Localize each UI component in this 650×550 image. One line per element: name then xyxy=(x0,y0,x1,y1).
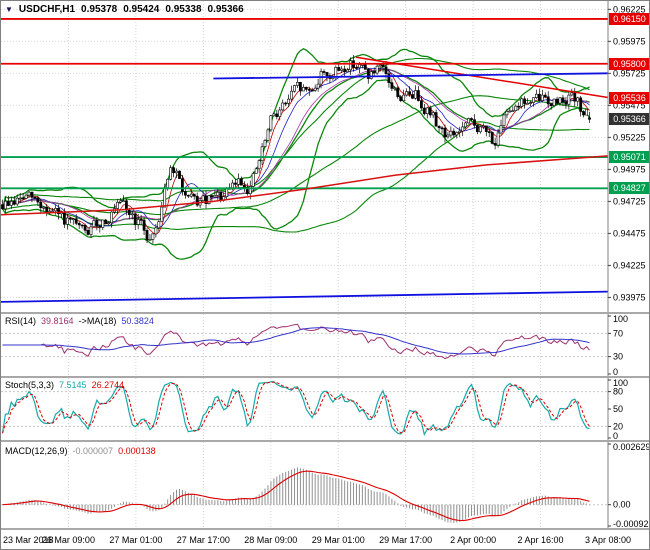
time-axis-label: 3 Apr 08:00 xyxy=(584,535,632,545)
indicator-label-part: 26.2744 xyxy=(91,380,125,390)
svg-text:0.95975: 0.95975 xyxy=(613,36,646,46)
price-badge: 0.95800 xyxy=(609,57,649,70)
time-axis-label: 2 Apr 00:00 xyxy=(450,535,497,545)
svg-text:0.94475: 0.94475 xyxy=(613,228,646,238)
svg-text:0: 0 xyxy=(613,367,618,376)
panel-separator[interactable] xyxy=(1,312,649,314)
svg-text:0.95225: 0.95225 xyxy=(613,132,646,142)
rsi-indicator-label: RSI(14) 39.8164 ->MA(18) 50.3824 xyxy=(5,316,159,326)
svg-text:0.95475: 0.95475 xyxy=(613,100,646,110)
indicator-label-part: ->MA(18) xyxy=(78,316,117,326)
time-axis-label: 27 Mar 01:00 xyxy=(109,535,163,545)
svg-text:0: 0 xyxy=(613,431,618,440)
svg-text:0.00: 0.00 xyxy=(613,500,631,510)
indicator-label-part: 7.5145 xyxy=(59,380,87,390)
macd-panel-canvas[interactable]: 0.002629 0.00 -0.000923 xyxy=(1,442,650,528)
time-axis-label: 28 Mar 09:00 xyxy=(244,535,298,545)
price-badge: 0.96150 xyxy=(609,12,649,25)
time-axis-label: 26 Mar 09:00 xyxy=(41,535,95,545)
ohlc-open: 0.95378 xyxy=(81,4,118,15)
rsi-panel-canvas[interactable]: 100 70 30 0 xyxy=(1,314,650,376)
svg-text:50: 50 xyxy=(613,404,623,414)
price-badge: 0.95536 xyxy=(609,91,649,104)
time-axis-label: 29 Mar 01:00 xyxy=(311,535,365,545)
ohlc-low: 0.95338 xyxy=(165,4,202,15)
stochastic-indicator-label: Stoch(5,3,3) 7.5145 26.2744 xyxy=(5,380,129,390)
indicator-label-part: Stoch(5,3,3) xyxy=(5,380,55,390)
time-axis-label: 29 Mar 17:00 xyxy=(379,535,433,545)
svg-text:0.96225: 0.96225 xyxy=(613,4,646,14)
svg-text:0.93975: 0.93975 xyxy=(613,292,646,302)
svg-text:30: 30 xyxy=(613,352,623,362)
svg-text:100: 100 xyxy=(613,378,628,388)
price-badge: 0.95366 xyxy=(609,113,649,126)
svg-text:80: 80 xyxy=(613,387,623,397)
indicator-label-part: -0.000007 xyxy=(72,446,114,456)
time-axis[interactable]: 23 Mar 2018 26 Mar 09:00 27 Mar 01:00 27 Ma… xyxy=(1,530,649,549)
svg-text:0.95725: 0.95725 xyxy=(613,68,646,78)
svg-text:0.002629: 0.002629 xyxy=(613,442,650,452)
price-badge: 0.95071 xyxy=(609,151,649,164)
svg-text:0.94725: 0.94725 xyxy=(613,196,646,206)
svg-text:0.94225: 0.94225 xyxy=(613,260,646,270)
price-chart-canvas[interactable]: 0.96225 0.95975 0.95725 0.95475 0.95225 0.949… xyxy=(1,1,650,312)
svg-text:0.94975: 0.94975 xyxy=(613,164,646,174)
panel-separator[interactable] xyxy=(1,528,649,530)
panel-separator[interactable] xyxy=(1,376,649,378)
chart-symbol-icon: ▼ xyxy=(5,5,13,14)
indicator-label-part: 0.000138 xyxy=(118,446,156,456)
svg-text:-0.000923: -0.000923 xyxy=(613,519,650,528)
svg-text:70: 70 xyxy=(613,328,623,338)
panel-separator[interactable] xyxy=(1,440,649,442)
price-badge: 0.94827 xyxy=(609,182,649,195)
symbol-timeframe-label: USDCHF,H1 xyxy=(18,4,76,15)
time-axis-label: 2 Apr 16:00 xyxy=(517,535,564,545)
indicator-label-part: MACD(12,26,9) xyxy=(5,446,68,456)
svg-text:20: 20 xyxy=(613,421,623,431)
macd-indicator-label: MACD(12,26,9) -0.000007 0.000138 xyxy=(5,446,161,456)
indicator-label-part: 39.8164 xyxy=(41,316,74,326)
ohlc-high: 0.95424 xyxy=(123,4,160,15)
ohlc-close: 0.95366 xyxy=(207,4,244,15)
indicator-label-part: RSI(14) xyxy=(5,316,37,326)
time-axis-label: 23 Mar 2018 xyxy=(3,535,54,545)
svg-text:100: 100 xyxy=(613,314,628,324)
time-axis-label: 27 Mar 17:00 xyxy=(176,535,230,545)
indicator-label-part: 50.3824 xyxy=(121,316,154,326)
chart-title: ▼ USDCHF,H1 0.95378 0.95424 0.95338 0.95… xyxy=(5,4,244,15)
